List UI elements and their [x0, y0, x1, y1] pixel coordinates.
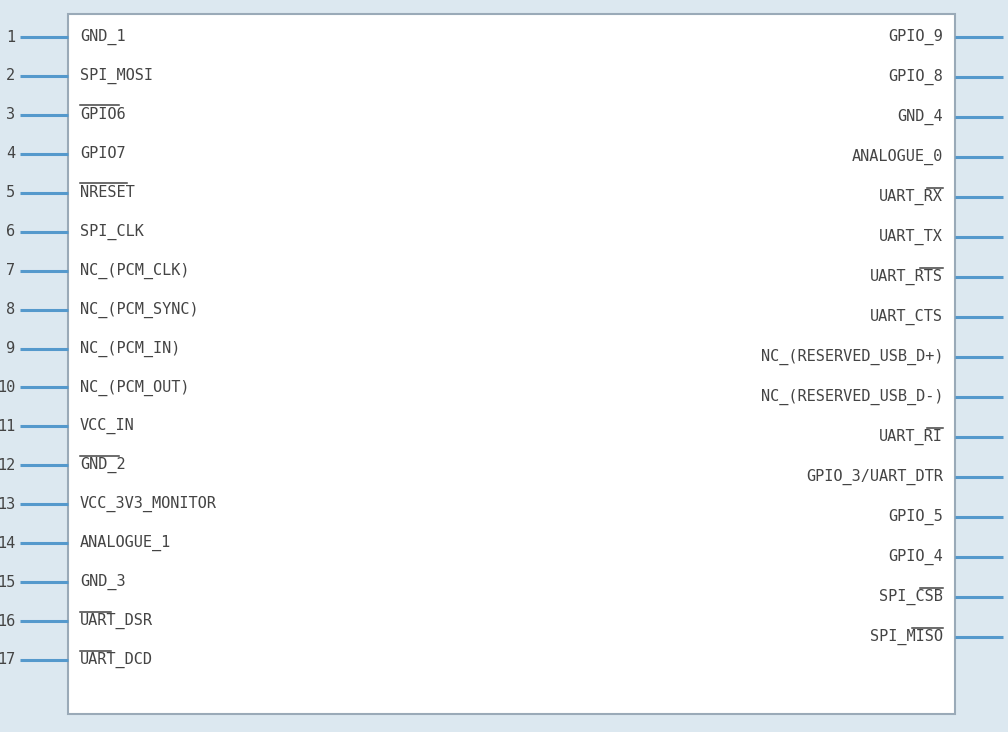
Text: 14: 14	[0, 536, 15, 550]
Text: 8: 8	[6, 302, 15, 317]
Text: GPIO7: GPIO7	[80, 146, 126, 161]
Text: GND_1: GND_1	[80, 29, 126, 45]
Text: GPIO_3/UART_DTR: GPIO_3/UART_DTR	[806, 469, 943, 485]
Text: GPIO_4: GPIO_4	[888, 549, 943, 565]
Text: 10: 10	[0, 380, 15, 395]
Text: GPIO_9: GPIO_9	[888, 29, 943, 45]
Text: SPI_CSB: SPI_CSB	[879, 589, 943, 605]
Text: GND_2: GND_2	[80, 458, 126, 474]
Text: 7: 7	[6, 263, 15, 278]
Text: 2: 2	[6, 68, 15, 83]
Text: UART_TX: UART_TX	[879, 229, 943, 245]
Text: 13: 13	[0, 497, 15, 512]
Text: NC_(RESERVED_USB_D+): NC_(RESERVED_USB_D+)	[760, 349, 943, 365]
Text: VCC_3V3_MONITOR: VCC_3V3_MONITOR	[80, 496, 217, 512]
Text: GPIO_8: GPIO_8	[888, 69, 943, 85]
Text: UART_CTS: UART_CTS	[870, 309, 943, 325]
Text: SPI_MOSI: SPI_MOSI	[80, 68, 153, 84]
Text: NC_(PCM_OUT): NC_(PCM_OUT)	[80, 379, 190, 395]
Bar	[68, 14, 955, 714]
Text: UART_DSR: UART_DSR	[80, 613, 153, 630]
Text: 16: 16	[0, 613, 15, 629]
Text: UART_RI: UART_RI	[879, 429, 943, 445]
Text: 9: 9	[6, 341, 15, 356]
Text: GPIO_5: GPIO_5	[888, 509, 943, 525]
Text: SPI_CLK: SPI_CLK	[80, 223, 144, 240]
Text: UART_RX: UART_RX	[879, 189, 943, 205]
Text: ANALOGUE_1: ANALOGUE_1	[80, 535, 171, 551]
Text: 11: 11	[0, 419, 15, 434]
Text: 3: 3	[6, 108, 15, 122]
Text: VCC_IN: VCC_IN	[80, 418, 135, 435]
Text: NC_(PCM_CLK): NC_(PCM_CLK)	[80, 263, 190, 279]
Text: NC_(PCM_IN): NC_(PCM_IN)	[80, 340, 180, 356]
Text: SPI_MISO: SPI_MISO	[870, 629, 943, 645]
Text: GND_3: GND_3	[80, 574, 126, 590]
Text: GND_4: GND_4	[897, 109, 943, 125]
Text: 4: 4	[6, 146, 15, 161]
Text: UART_RTS: UART_RTS	[870, 269, 943, 285]
Text: NC_(PCM_SYNC): NC_(PCM_SYNC)	[80, 302, 199, 318]
Text: 15: 15	[0, 575, 15, 589]
Text: 1: 1	[6, 29, 15, 45]
Text: ANALOGUE_0: ANALOGUE_0	[852, 149, 943, 165]
Text: NRESET: NRESET	[80, 185, 135, 201]
Text: 12: 12	[0, 458, 15, 473]
Text: UART_DCD: UART_DCD	[80, 652, 153, 668]
Text: GPIO6: GPIO6	[80, 108, 126, 122]
Text: 17: 17	[0, 652, 15, 668]
Text: NC_(RESERVED_USB_D-): NC_(RESERVED_USB_D-)	[760, 389, 943, 405]
Text: 6: 6	[6, 224, 15, 239]
Text: 5: 5	[6, 185, 15, 201]
